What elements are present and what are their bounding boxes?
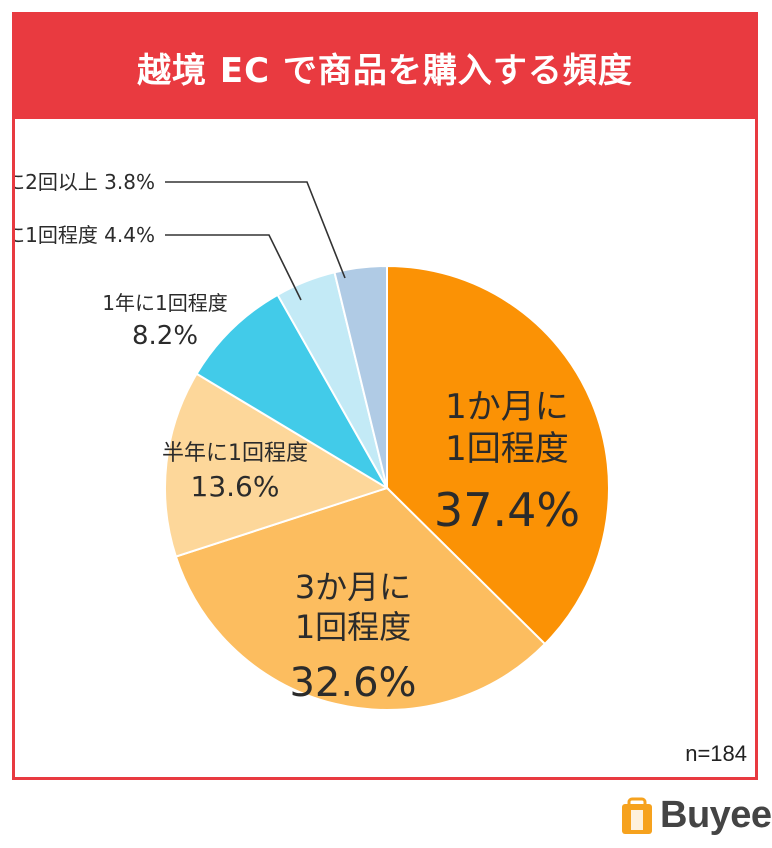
slice-value: 13.6%: [191, 470, 280, 503]
pie-slice: [174, 486, 547, 711]
pie-chart: 1か月に1回程度37.4%3か月に1回程度32.6%半年に1回程度13.6%1年…: [15, 170, 610, 711]
slice-name: 3か月に: [295, 568, 411, 606]
slice-name: 半年に1回程度: [162, 441, 308, 466]
slice-name-and-value: 1週間に2回以上 3.8%: [15, 170, 155, 194]
slice-name: 1か月に: [445, 387, 569, 427]
brand-logo: Buyee: [620, 794, 772, 837]
slice-label: 1週間に1回程度 4.4%: [15, 223, 302, 301]
leader-line: [165, 181, 346, 279]
pie-slice: [195, 293, 390, 491]
pie-slice: [333, 264, 388, 489]
shopping-bag-icon: [622, 797, 652, 834]
slice-name: 1年に1回程度: [102, 291, 227, 315]
slice-label: 1年に1回程度 8.2%: [102, 291, 227, 351]
slice-name-and-value: 1週間に1回程度 4.4%: [15, 223, 155, 247]
slice-value: 8.2%: [132, 321, 198, 351]
leader-line: [165, 234, 302, 301]
slice-name: 1回程度: [445, 429, 569, 469]
slice-label: 半年に1回程度 13.6%: [162, 441, 308, 503]
brand-name: Buyee: [660, 794, 772, 836]
slice-value: 32.6%: [289, 660, 416, 706]
sample-size-label: n=184: [685, 741, 747, 766]
pie-slice: [164, 372, 390, 558]
chart-frame: 越境 EC で商品を購入する頻度 1か月に 1回程度 37.4% 3か月に 1回程度 32…: [12, 12, 758, 780]
slice-name: 1回程度: [295, 608, 411, 646]
slice-label: 1週間に2回以上 3.8%: [15, 170, 346, 279]
slice-value: 37.4%: [434, 483, 580, 537]
chart-title: 越境 EC で商品を購入する頻度: [15, 15, 755, 119]
pie-slice: [386, 264, 610, 646]
